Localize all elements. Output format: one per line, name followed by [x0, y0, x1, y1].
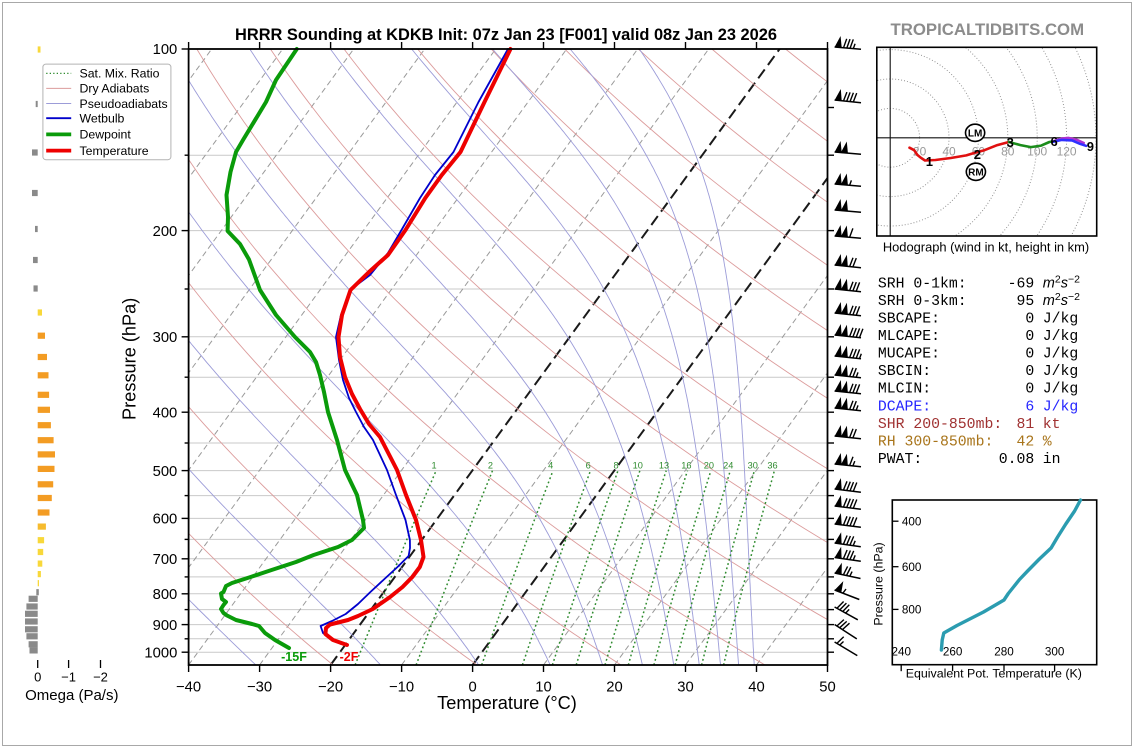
- svg-text:−10: −10: [389, 679, 414, 695]
- svg-text:900: 900: [153, 618, 178, 634]
- svg-text:81: 81: [1017, 417, 1035, 433]
- svg-text:TROPICALTIDBITS.COM: TROPICALTIDBITS.COM: [891, 20, 1085, 39]
- svg-text:120: 120: [1057, 144, 1077, 158]
- svg-text:Sat. Mix. Ratio: Sat. Mix. Ratio: [80, 67, 160, 81]
- svg-text:24: 24: [723, 460, 733, 470]
- svg-text:3: 3: [1007, 135, 1014, 150]
- svg-text:J/kg: J/kg: [1043, 399, 1079, 415]
- svg-text:MLCIN:: MLCIN:: [878, 382, 931, 398]
- svg-text:-69: -69: [1008, 276, 1035, 292]
- svg-text:1: 1: [432, 460, 437, 470]
- svg-text:%: %: [1043, 434, 1052, 450]
- svg-text:DCAPE:: DCAPE:: [878, 399, 931, 415]
- svg-text:16: 16: [681, 460, 691, 470]
- svg-text:9: 9: [1087, 139, 1094, 154]
- svg-text:0: 0: [1025, 329, 1034, 345]
- svg-text:700: 700: [153, 552, 178, 568]
- svg-text:0: 0: [1025, 364, 1034, 380]
- svg-text:Omega (Pa/s): Omega (Pa/s): [25, 687, 118, 704]
- svg-text:-2F: -2F: [340, 650, 359, 664]
- svg-text:6: 6: [1050, 134, 1057, 149]
- svg-text:10: 10: [633, 460, 643, 470]
- svg-text:40: 40: [748, 679, 764, 695]
- svg-text:95: 95: [1017, 294, 1035, 310]
- svg-text:SBCIN:: SBCIN:: [878, 364, 931, 380]
- svg-text:0: 0: [34, 670, 41, 685]
- svg-text:4: 4: [548, 460, 553, 470]
- svg-text:SHR 200-850mb:: SHR 200-850mb:: [878, 417, 1002, 433]
- svg-text:240: 240: [891, 646, 911, 659]
- svg-text:260: 260: [943, 646, 963, 659]
- svg-text:Pressure (hPa): Pressure (hPa): [120, 298, 140, 420]
- svg-text:600: 600: [902, 561, 922, 574]
- svg-text:50: 50: [819, 679, 835, 695]
- svg-text:Pressure (hPa): Pressure (hPa): [872, 542, 886, 625]
- svg-text:J/kg: J/kg: [1043, 311, 1079, 327]
- svg-text:2: 2: [488, 460, 493, 470]
- svg-text:Pseudoadiabats: Pseudoadiabats: [80, 97, 168, 111]
- svg-text:Temperature (°C): Temperature (°C): [437, 693, 577, 713]
- svg-text:Temperature: Temperature: [80, 144, 149, 158]
- svg-text:600: 600: [153, 512, 178, 528]
- svg-text:MLCAPE:: MLCAPE:: [878, 329, 940, 345]
- svg-text:300: 300: [153, 330, 178, 346]
- svg-text:400: 400: [153, 405, 178, 421]
- svg-text:-15F: -15F: [281, 650, 307, 664]
- svg-text:200: 200: [153, 224, 178, 240]
- svg-text:30: 30: [748, 460, 758, 470]
- svg-text:100: 100: [153, 42, 178, 58]
- svg-text:280: 280: [994, 646, 1014, 659]
- svg-text:300: 300: [1045, 646, 1065, 659]
- svg-text:−30: −30: [247, 679, 272, 695]
- svg-text:kt: kt: [1043, 417, 1061, 433]
- svg-text:800: 800: [902, 604, 922, 617]
- svg-text:500: 500: [153, 464, 178, 480]
- svg-text:SBCAPE:: SBCAPE:: [878, 311, 940, 327]
- svg-text:SRH 0-1km:: SRH 0-1km:: [878, 276, 967, 292]
- svg-text:Wetbulb: Wetbulb: [80, 112, 125, 126]
- svg-text:−2: −2: [93, 670, 108, 685]
- svg-text:30: 30: [677, 679, 693, 695]
- svg-text:0: 0: [1025, 347, 1034, 363]
- svg-text:Dry Adiabats: Dry Adiabats: [80, 82, 150, 96]
- svg-text:MUCAPE:: MUCAPE:: [878, 347, 940, 363]
- svg-text:HRRR Sounding at KDKB Init: 07: HRRR Sounding at KDKB Init: 07z Jan 23 […: [235, 26, 777, 44]
- svg-text:−20: −20: [318, 679, 343, 695]
- svg-text:2: 2: [974, 147, 981, 162]
- svg-text:J/kg: J/kg: [1043, 364, 1079, 380]
- svg-text:6: 6: [586, 460, 591, 470]
- svg-text:PWAT:: PWAT:: [878, 452, 922, 468]
- svg-text:36: 36: [767, 460, 777, 470]
- svg-text:20: 20: [704, 460, 714, 470]
- svg-text:RM: RM: [968, 168, 984, 179]
- svg-text:800: 800: [153, 587, 178, 603]
- svg-text:J/kg: J/kg: [1043, 329, 1079, 345]
- svg-text:20: 20: [606, 679, 622, 695]
- svg-text:in: in: [1043, 452, 1061, 468]
- svg-text:J/kg: J/kg: [1043, 382, 1079, 398]
- svg-text:6: 6: [1025, 399, 1034, 415]
- svg-text:8: 8: [613, 460, 618, 470]
- svg-text:1000: 1000: [144, 645, 177, 661]
- svg-text:0: 0: [1025, 311, 1034, 327]
- svg-text:1: 1: [926, 154, 933, 169]
- svg-text:RH 300-850mb:: RH 300-850mb:: [878, 434, 993, 450]
- svg-text:Equivalent Pot. Temperature (K: Equivalent Pot. Temperature (K): [906, 667, 1082, 681]
- svg-text:Hodograph (wind in kt, height: Hodograph (wind in kt, height in km): [883, 240, 1089, 255]
- svg-text:13: 13: [659, 460, 669, 470]
- svg-text:Dewpoint: Dewpoint: [80, 128, 132, 142]
- svg-text:−40: −40: [176, 679, 201, 695]
- svg-text:42: 42: [1017, 434, 1035, 450]
- svg-text:LM: LM: [968, 129, 982, 140]
- svg-text:SRH 0-3km:: SRH 0-3km:: [878, 294, 967, 310]
- svg-text:J/kg: J/kg: [1043, 347, 1079, 363]
- svg-text:0: 0: [1025, 382, 1034, 398]
- svg-text:400: 400: [902, 516, 922, 529]
- svg-text:−1: −1: [61, 670, 76, 685]
- svg-text:0.08: 0.08: [999, 452, 1035, 468]
